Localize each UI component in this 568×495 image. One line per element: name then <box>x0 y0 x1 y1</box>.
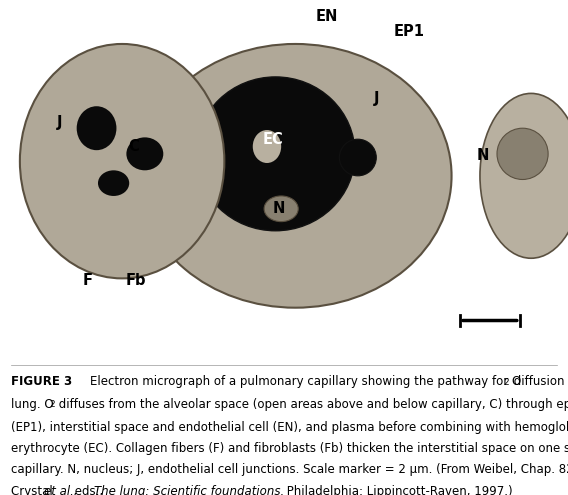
Text: FIGURE 3: FIGURE 3 <box>11 375 73 388</box>
Text: Electron micrograph of a pulmonary capillary showing the pathway for O: Electron micrograph of a pulmonary capil… <box>76 375 521 388</box>
Text: diffuses from the alveolar space (open areas above and below capillary, C) throu: diffuses from the alveolar space (open a… <box>55 398 568 411</box>
Text: N: N <box>272 201 285 216</box>
Text: et al.,: et al., <box>44 485 77 495</box>
Ellipse shape <box>340 139 376 176</box>
Ellipse shape <box>497 128 548 180</box>
Ellipse shape <box>98 170 130 196</box>
Text: N: N <box>477 148 489 163</box>
Text: Fb: Fb <box>126 273 147 288</box>
Ellipse shape <box>264 196 298 222</box>
Text: C: C <box>128 139 139 154</box>
Text: EP1: EP1 <box>394 24 424 39</box>
Text: capillary. N, nucleus; J, endothelial cell junctions. Scale marker = 2 μm. (From: capillary. N, nucleus; J, endothelial ce… <box>11 463 568 477</box>
Text: F: F <box>83 273 93 288</box>
Ellipse shape <box>126 137 164 170</box>
Text: (EP1), interstitial space and endothelial cell (EN), and plasma before combining: (EP1), interstitial space and endothelia… <box>11 421 568 434</box>
Ellipse shape <box>139 44 452 308</box>
Text: diffusion in the: diffusion in the <box>509 375 568 388</box>
Text: The lung: Scientific foundations.: The lung: Scientific foundations. <box>94 485 284 495</box>
Ellipse shape <box>253 130 281 163</box>
Text: J: J <box>374 92 379 106</box>
Text: EN: EN <box>315 9 338 24</box>
Text: Crystal: Crystal <box>11 485 57 495</box>
Ellipse shape <box>480 94 568 258</box>
Text: EC: EC <box>262 132 283 147</box>
Text: J: J <box>57 115 62 130</box>
Text: Philadelphia: Lippincott-Raven, 1997.): Philadelphia: Lippincott-Raven, 1997.) <box>283 485 513 495</box>
Ellipse shape <box>20 44 224 278</box>
Text: 2: 2 <box>49 400 55 409</box>
Ellipse shape <box>196 77 355 231</box>
Text: 2: 2 <box>503 378 508 387</box>
Text: lung. O: lung. O <box>11 398 54 411</box>
Text: erythrocyte (EC). Collagen fibers (F) and fibroblasts (Fb) thicken the interstit: erythrocyte (EC). Collagen fibers (F) an… <box>11 442 568 455</box>
Ellipse shape <box>77 106 116 150</box>
Text: eds.,: eds., <box>72 485 107 495</box>
